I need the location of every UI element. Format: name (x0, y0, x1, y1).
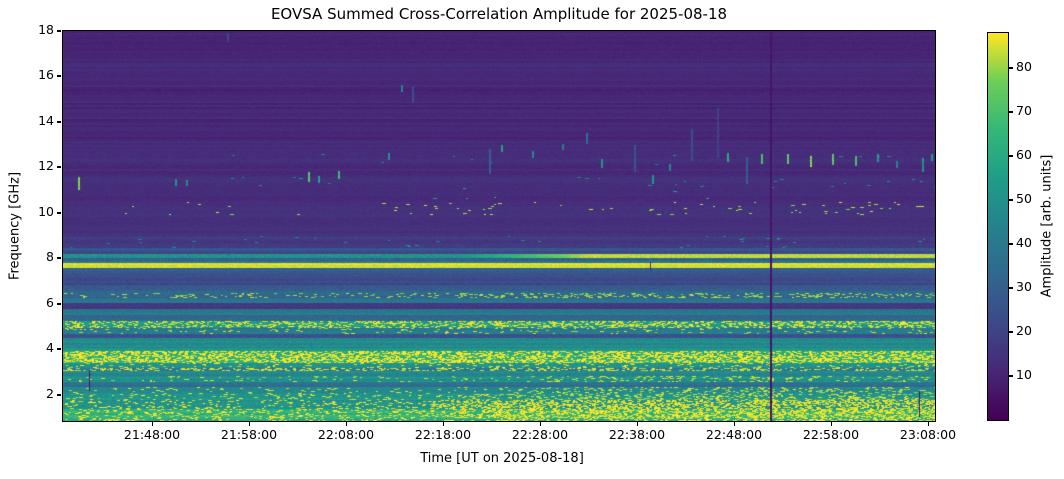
colorbar-gradient (988, 33, 1008, 420)
y-tick (57, 75, 61, 77)
colorbar-tick-label: 40 (1016, 235, 1032, 250)
x-tick (927, 422, 929, 426)
x-tick-label: 22:28:00 (511, 427, 569, 442)
colorbar-tick (1009, 199, 1013, 201)
x-tick-label: 21:48:00 (123, 427, 181, 442)
colorbar-tick-label: 80 (1016, 59, 1032, 74)
y-tick (57, 30, 61, 32)
x-tick (830, 422, 832, 426)
y-tick (57, 394, 61, 396)
x-tick-label: 22:48:00 (705, 427, 763, 442)
x-tick-label: 22:58:00 (802, 427, 860, 442)
colorbar-tick (1009, 243, 1013, 245)
x-tick-label: 21:58:00 (220, 427, 278, 442)
colorbar-label: Amplitude [arb. units] (1039, 154, 1055, 298)
colorbar-tick (1009, 155, 1013, 157)
y-tick-label: 12 (38, 158, 54, 173)
y-tick-label: 16 (38, 67, 54, 82)
x-tick (733, 422, 735, 426)
y-tick (57, 166, 61, 168)
y-tick-label: 4 (46, 340, 54, 355)
y-tick-label: 6 (46, 295, 54, 310)
y-tick-label: 18 (38, 22, 54, 37)
plot-area (62, 30, 936, 422)
colorbar-tick-label: 50 (1016, 191, 1032, 206)
y-tick-label: 14 (38, 113, 54, 128)
x-tick-label: 23:08:00 (899, 427, 957, 442)
colorbar (987, 32, 1009, 421)
colorbar-tick (1009, 375, 1013, 377)
colorbar-tick (1009, 67, 1013, 69)
y-tick-label: 10 (38, 204, 54, 219)
x-axis-label: Time [UT on 2025-08-18] (420, 451, 584, 466)
colorbar-tick (1009, 331, 1013, 333)
y-tick (57, 121, 61, 123)
y-tick (57, 303, 61, 305)
x-tick-label: 22:08:00 (317, 427, 375, 442)
y-tick (57, 212, 61, 214)
x-tick (248, 422, 250, 426)
x-tick (345, 422, 347, 426)
colorbar-tick-label: 60 (1016, 147, 1032, 162)
x-tick (539, 422, 541, 426)
colorbar-tick-label: 20 (1016, 323, 1032, 338)
y-tick (57, 257, 61, 259)
x-tick (151, 422, 153, 426)
chart-title: EOVSA Summed Cross-Correlation Amplitude… (270, 5, 728, 23)
y-tick-label: 8 (46, 249, 54, 264)
x-tick (636, 422, 638, 426)
colorbar-tick-label: 70 (1016, 103, 1032, 118)
colorbar-tick (1009, 287, 1013, 289)
colorbar-tick-label: 10 (1016, 367, 1032, 382)
x-tick-label: 22:38:00 (608, 427, 666, 442)
spectrogram-heatmap (63, 31, 935, 421)
x-tick-label: 22:18:00 (414, 427, 472, 442)
y-tick-label: 2 (46, 386, 54, 401)
y-tick (57, 348, 61, 350)
colorbar-tick (1009, 111, 1013, 113)
colorbar-tick-label: 30 (1016, 279, 1032, 294)
x-tick (442, 422, 444, 426)
